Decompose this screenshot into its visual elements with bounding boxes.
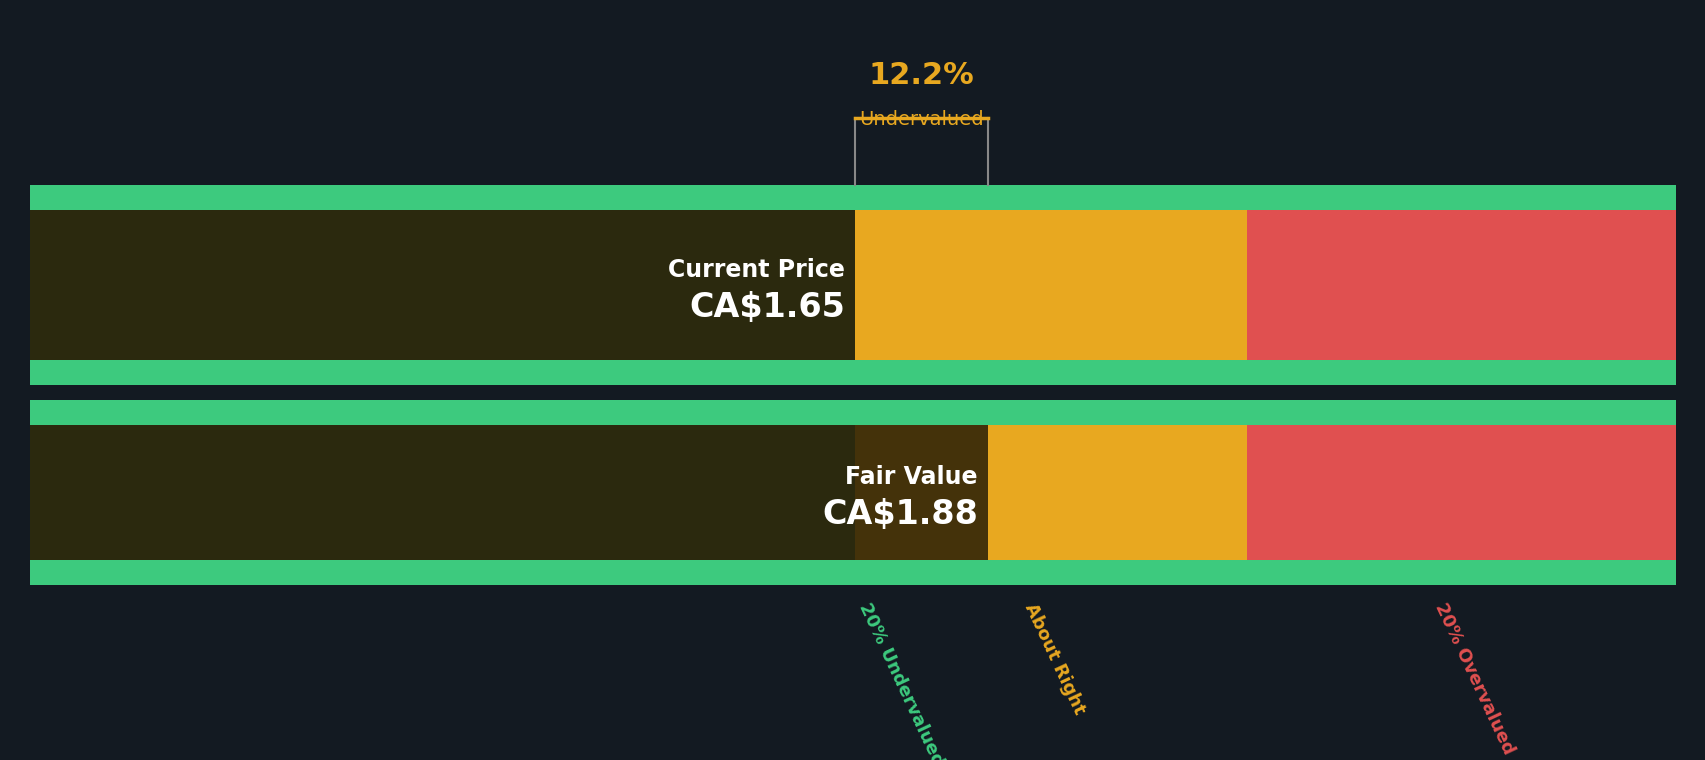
Text: 12.2%: 12.2%: [868, 61, 974, 90]
Bar: [31, 185, 1674, 210]
Bar: [854, 425, 1246, 560]
Text: 20% Overvalued: 20% Overvalued: [1430, 600, 1517, 757]
Bar: [31, 400, 1674, 425]
Bar: [31, 560, 1674, 585]
Bar: [31, 425, 854, 560]
Text: About Right: About Right: [1020, 600, 1088, 717]
Bar: [31, 210, 854, 360]
Bar: [1246, 425, 1674, 560]
Bar: [31, 425, 987, 560]
Bar: [854, 210, 1246, 360]
Bar: [31, 360, 1674, 385]
Text: 20% Undervalued: 20% Undervalued: [854, 600, 946, 760]
Text: Undervalued: Undervalued: [859, 110, 984, 129]
Text: Current Price: Current Price: [668, 258, 844, 282]
Text: CA$1.65: CA$1.65: [689, 290, 844, 324]
Text: Fair Value: Fair Value: [846, 465, 977, 489]
Bar: [31, 210, 854, 360]
Bar: [1246, 210, 1674, 360]
Text: CA$1.88: CA$1.88: [822, 498, 977, 531]
